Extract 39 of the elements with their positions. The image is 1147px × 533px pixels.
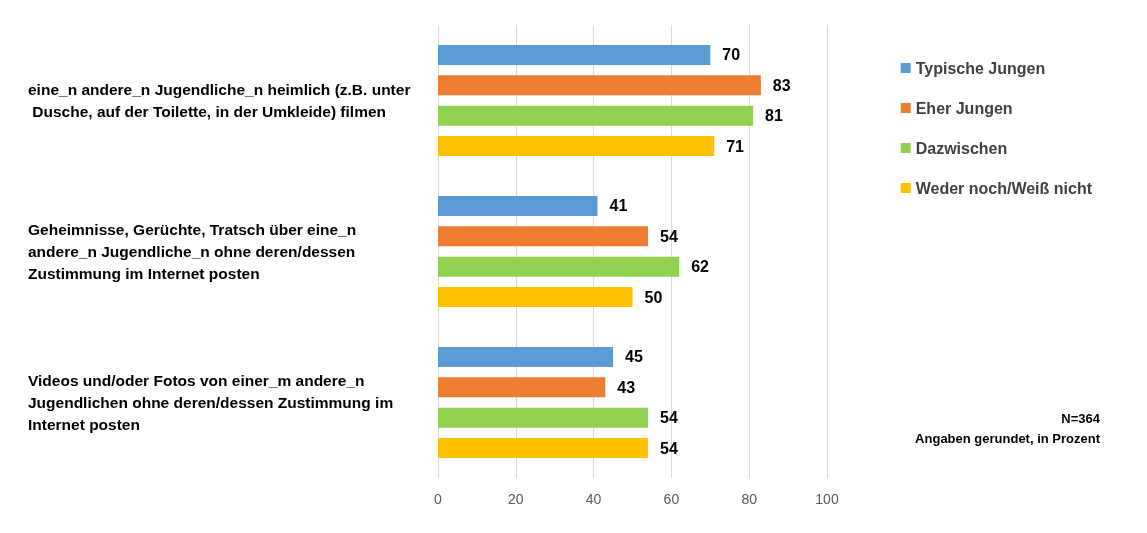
- bar: [438, 287, 633, 308]
- data-label: 43: [617, 378, 636, 396]
- bar: [438, 75, 761, 96]
- legend-label: Eher Jungen: [915, 99, 1013, 117]
- legend-label: Dazwischen: [915, 139, 1008, 157]
- data-label: 62: [691, 258, 710, 276]
- x-tick-label: 40: [585, 491, 602, 507]
- y-tick-label: eine_n andere_n Jugendliche_n heimlich (z.B. unter Dusche, auf der Toilette, in der Umkleide) filmen: [28, 81, 411, 120]
- bar: [438, 346, 614, 367]
- data-label: 70: [722, 46, 741, 64]
- data-label: 54: [660, 439, 678, 457]
- legend-label: Typische Jungen: [915, 59, 1046, 77]
- x-tick-label: 0: [434, 491, 443, 507]
- x-tick-label: 60: [663, 491, 680, 507]
- data-label: 81: [765, 107, 783, 125]
- data-label: 45: [625, 348, 643, 366]
- text: N=364: [1061, 411, 1101, 426]
- y-tick-label: Geheimnisse, Gerüchte, Tratsch über eine_n andere_n Jugendliche_n ohne deren/dessen Zustimmung im Internet posten: [28, 221, 361, 282]
- bar: [438, 377, 606, 398]
- bar: [438, 136, 715, 157]
- data-label: 54: [660, 409, 678, 427]
- y-tick-label: Videos und/oder Fotos von einer_m andere_n Jugendlichen ohne deren/dessen Zustimmung im Internet posten: [28, 372, 398, 433]
- bar: [438, 105, 754, 126]
- data-label: 83: [772, 76, 791, 94]
- bar: [438, 226, 649, 247]
- data-label: 50: [644, 288, 663, 306]
- bar: [438, 44, 711, 65]
- bar: [438, 407, 649, 428]
- bar: [438, 256, 680, 277]
- legend-label: Weder noch/Weiß nicht: [915, 179, 1093, 197]
- bar: [438, 195, 598, 216]
- x-tick-label: 20: [508, 491, 524, 507]
- x-tick-label: 100: [815, 491, 839, 507]
- text: Angaben gerundet, in Prozent: [915, 431, 1101, 446]
- data-label: 71: [726, 137, 745, 155]
- bar: [438, 438, 649, 459]
- data-label: 41: [609, 197, 628, 215]
- data-label: 54: [660, 227, 678, 245]
- x-tick-label: 80: [741, 491, 758, 507]
